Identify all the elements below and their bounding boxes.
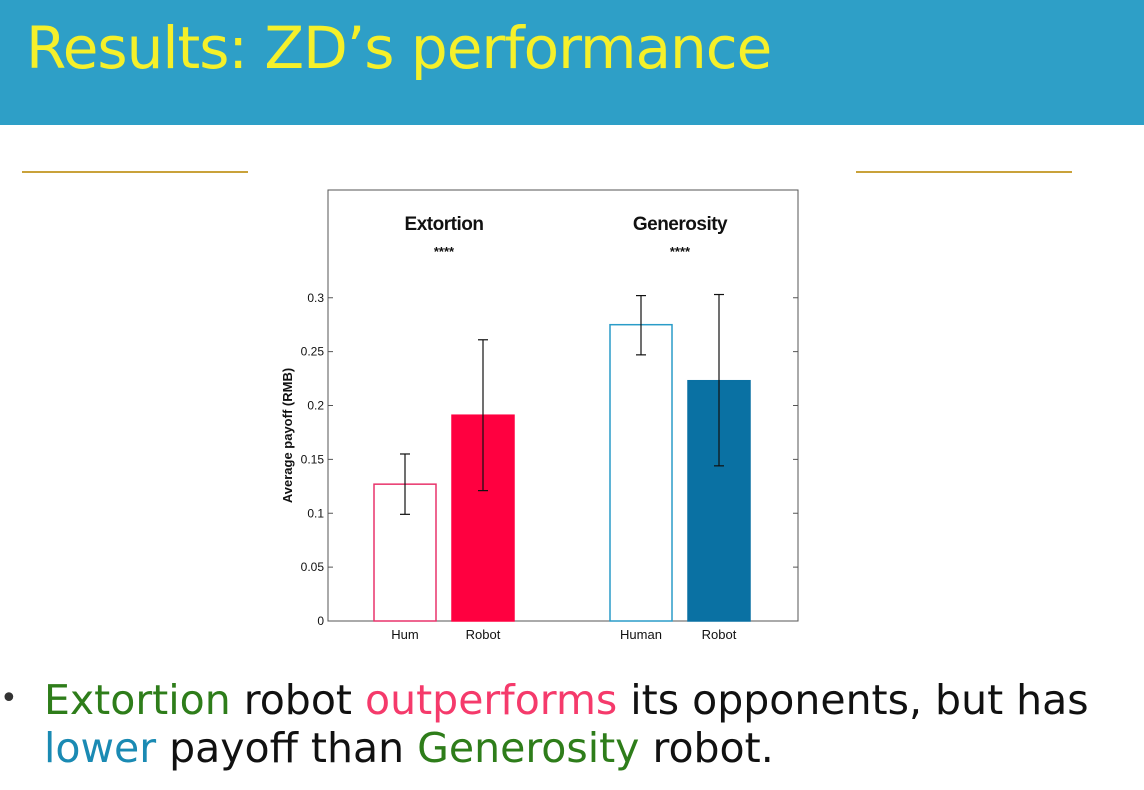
x-tick-label: Human <box>620 627 662 642</box>
y-tick-label: 0.15 <box>301 452 325 466</box>
y-tick-label: 0.1 <box>307 506 324 520</box>
y-tick-label: 0.2 <box>307 399 324 413</box>
bar <box>609 323 673 622</box>
significance-marker: **** <box>670 244 691 259</box>
group-label: Extortion <box>405 214 484 235</box>
significance-marker: **** <box>434 244 455 259</box>
bullet-part: Extortion <box>44 676 231 724</box>
bullet-marker: • <box>0 681 18 716</box>
y-tick-label: 0.25 <box>301 345 325 359</box>
bullet-text: Extortion robot outperforms its opponent… <box>44 676 1144 772</box>
bullet-part: Generosity <box>417 724 640 772</box>
slide-title: Results: ZD’s performance <box>26 14 772 82</box>
x-tick-label: Hum <box>391 627 418 642</box>
bullet-part: its opponents, but has <box>617 676 1089 724</box>
title-banner: Results: ZD’s performance <box>0 0 1144 125</box>
y-tick-label: 0 <box>317 614 324 628</box>
payoff-bar-chart: 0 0.05 0.1 0.15 0.2 0.25 0.3 Average payoff (RM… <box>280 189 799 642</box>
bullet-part: payoff than <box>156 724 418 772</box>
x-tick-label: Robot <box>466 627 501 642</box>
divider-left <box>22 171 248 173</box>
y-axis-label: Average payoff (RMB) <box>280 368 295 503</box>
bullet-part: lower <box>44 724 157 772</box>
y-tick-label: 0.3 <box>307 291 324 305</box>
bullet-part: outperforms <box>365 676 618 724</box>
divider-right <box>856 171 1072 173</box>
y-tick-label: 0.05 <box>301 560 325 574</box>
x-tick-label: Robot <box>702 627 737 642</box>
bullet-part: robot <box>230 676 366 724</box>
bullet-part: robot. <box>639 724 774 772</box>
bar <box>687 379 751 622</box>
group-label: Generosity <box>633 214 728 235</box>
